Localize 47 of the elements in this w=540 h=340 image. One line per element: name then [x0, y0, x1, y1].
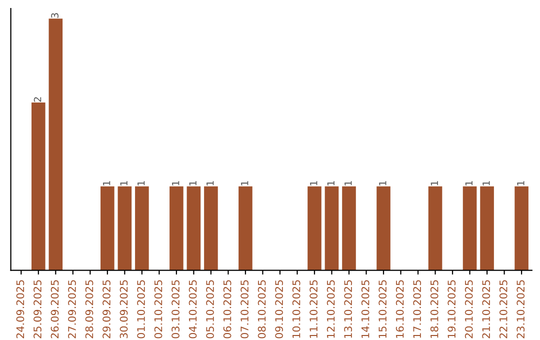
data-label: 3 [51, 13, 58, 18]
x-tick-label: 16.10.2025 [396, 280, 404, 338]
x-tick-label: 27.09.2025 [68, 280, 76, 338]
x-tick-label: 30.09.2025 [120, 280, 128, 338]
x-tick-label: 09.10.2025 [275, 280, 283, 338]
x-tick-label: 02.10.2025 [154, 280, 162, 338]
x-tick-label: 28.09.2025 [85, 280, 94, 338]
x-tick-label: 25.09.2025 [34, 280, 42, 338]
data-label: 1 [310, 181, 318, 186]
x-tick-label: 11.10.2025 [310, 280, 318, 338]
x-tick-label: 13.10.2025 [344, 280, 352, 338]
data-label: 1 [120, 181, 128, 186]
x-tick-label: 15.10.2025 [378, 280, 387, 338]
data-label: 1 [482, 181, 490, 186]
data-label: 1 [189, 181, 196, 186]
x-tick-label: 18.10.2025 [430, 280, 438, 338]
x-tick-label: 06.10.2025 [223, 280, 232, 338]
x-tick-label: 03.10.2025 [172, 280, 180, 338]
x-tick-label: 07.10.2025 [240, 280, 248, 338]
x-tick-label: 26.09.2025 [50, 280, 59, 338]
data-label: 1 [138, 181, 145, 186]
x-tick-label: 17.10.2025 [413, 280, 422, 338]
x-tick-label: 12.10.2025 [326, 280, 335, 338]
x-tick-label: 29.09.2025 [102, 280, 110, 338]
x-tick-label: 08.10.2025 [258, 280, 266, 338]
x-tick-label: 05.10.2025 [206, 280, 214, 338]
data-label: 1 [103, 181, 110, 186]
x-tick-label: 20.10.2025 [464, 280, 473, 338]
x-tick-label: 23.10.2025 [516, 280, 525, 338]
data-label: 1 [430, 181, 438, 186]
x-tick-label: 24.09.2025 [16, 280, 24, 338]
data-label: 1 [379, 181, 386, 186]
x-tick-label: 21.10.2025 [482, 280, 490, 338]
data-label: 2 [34, 97, 42, 102]
x-tick-label: 19.10.2025 [448, 280, 456, 338]
data-label: 1 [344, 181, 352, 186]
x-tick-label: 01.10.2025 [137, 280, 145, 338]
data-label: 1 [241, 181, 248, 186]
data-label: 1 [327, 181, 334, 186]
x-tick-label: 10.10.2025 [292, 280, 300, 338]
data-label: 1 [172, 181, 180, 186]
data-label: 1 [517, 181, 524, 186]
x-tick-label: 14.10.2025 [361, 280, 370, 338]
x-tick-label: 22.10.2025 [499, 280, 508, 338]
x-tick-label: 04.10.2025 [188, 280, 197, 338]
data-label: 1 [465, 181, 472, 186]
data-label: 1 [206, 181, 214, 186]
